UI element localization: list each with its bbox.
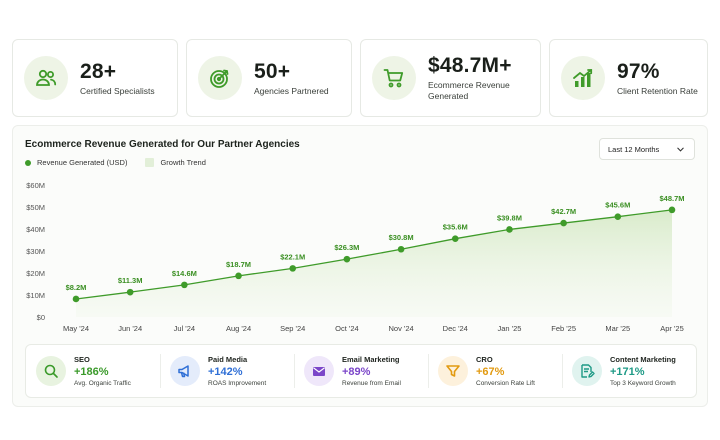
revenue-panel: Ecommerce Revenue Generated for Our Part… [12, 125, 708, 407]
channel-value: +67% [476, 366, 505, 378]
revenue-line-chart: $0 $10M $20M $30M $40M $50M $60M $8.2M May '24 $1… [26, 181, 684, 333]
channel-value: +89% [342, 366, 371, 378]
stat-value: $48.7M+ [428, 54, 512, 77]
x-tick-label: Oct '24 [335, 324, 359, 333]
channel-card-seo: SEO +186% Avg. Organic Traffic [26, 345, 160, 397]
data-label: $26.3M [334, 243, 359, 252]
data-point [397, 245, 405, 253]
data-label: $22.1M [280, 252, 305, 261]
legend-area-swatch [145, 158, 155, 167]
data-label: $8.2M [66, 283, 87, 292]
x-tick-label: Sep '24 [280, 324, 305, 333]
data-point [72, 295, 80, 303]
target-icon [198, 56, 242, 100]
data-point [506, 226, 513, 233]
x-tick-label: Mar '25 [605, 324, 630, 333]
stat-label: Client Retention Rate [617, 85, 698, 96]
x-tick-label: Apr '25 [660, 324, 684, 333]
stat-value: 97% [617, 59, 660, 83]
channel-desc: ROAS Improvement [208, 380, 267, 387]
data-label: $35.6M [443, 223, 468, 232]
legend-line-swatch [25, 159, 31, 166]
period-dropdown-value: Last 12 Months [608, 144, 660, 154]
y-tick-label: $20M [26, 269, 45, 278]
megaphone-icon [170, 356, 200, 386]
y-tick-label: $50M [26, 203, 45, 212]
x-tick-label: Nov '24 [388, 324, 413, 333]
data-point [343, 255, 351, 263]
cart-icon [372, 56, 416, 100]
data-label: $39.8M [497, 213, 522, 222]
growth-chart-icon [561, 56, 605, 100]
funnel-icon [438, 356, 468, 386]
channel-card-cro: CRO +67% Conversion Rate Lift [428, 345, 562, 397]
panel-title: Ecommerce Revenue Generated for Our Part… [25, 139, 300, 150]
stat-card-specialists: 28+ Certified Specialists [12, 39, 178, 117]
data-label: $11.3M [118, 276, 143, 285]
channel-name: CRO [476, 355, 493, 364]
x-tick-label: Feb '25 [551, 324, 576, 333]
document-edit-icon [572, 356, 602, 386]
y-tick-label: $0 [37, 313, 45, 322]
channel-card-email: Email Marketing +89% Revenue from Email [294, 345, 428, 397]
chevron-down-icon [677, 147, 684, 152]
x-tick-label: Jan '25 [497, 324, 521, 333]
y-tick-label: $30M [26, 247, 45, 256]
stat-card-agencies: 50+ Agencies Partnered [186, 39, 352, 117]
data-label: $30.8M [389, 233, 414, 242]
channel-desc: Avg. Organic Traffic [74, 380, 131, 387]
data-point [451, 235, 459, 242]
stats-row: 28+ Certified Specialists 50+ Agencies P… [12, 39, 708, 117]
data-label: $48.7M [659, 194, 684, 203]
data-point [181, 281, 188, 289]
y-tick-label: $60M [26, 181, 45, 190]
legend-area-label: Growth Trend [160, 158, 206, 167]
channel-card-paid-media: Paid Media +142% ROAS Improvement [160, 345, 294, 397]
growth-trend-area [76, 209, 672, 317]
x-tick-label: May '24 [63, 324, 89, 333]
period-dropdown[interactable]: Last 12 Months [599, 138, 695, 160]
data-point [668, 206, 676, 214]
channel-name: Paid Media [208, 355, 248, 364]
stat-label: Agencies Partnered [254, 85, 329, 96]
search-icon [36, 356, 66, 386]
x-tick-label: Dec '24 [443, 324, 468, 333]
data-point [235, 272, 242, 280]
envelope-icon [304, 356, 334, 386]
stat-value: 50+ [254, 59, 291, 83]
channel-name: Content Marketing [610, 355, 676, 364]
y-tick-label: $40M [26, 225, 45, 234]
legend-line-label: Revenue Generated (USD) [37, 158, 128, 167]
channel-value: +142% [208, 366, 243, 378]
channel-name: SEO [74, 355, 90, 364]
x-tick-label: Jun '24 [118, 324, 142, 333]
stat-label: Certified Specialists [80, 85, 155, 96]
channel-desc: Top 3 Keyword Growth [610, 380, 676, 387]
data-label: $18.7M [226, 260, 251, 269]
revenue-line [75, 209, 673, 300]
data-label: $45.6M [605, 201, 630, 210]
data-label: $14.6M [172, 269, 197, 278]
channel-name: Email Marketing [342, 355, 400, 364]
stat-card-retention: 97% Client Retention Rate [549, 39, 708, 117]
data-point [126, 288, 134, 296]
stat-value: 28+ [80, 59, 117, 83]
channel-desc: Revenue from Email [342, 380, 401, 387]
stat-label: Ecommerce Revenue Generated [428, 80, 510, 101]
x-tick-label: Aug '24 [226, 324, 251, 333]
channel-value: +186% [74, 366, 109, 378]
channel-metrics-row: SEO +186% Avg. Organic Traffic Paid Medi… [25, 344, 697, 398]
data-point [560, 219, 567, 227]
stat-card-revenue: $48.7M+ Ecommerce Revenue Generated [360, 39, 541, 117]
channel-value: +171% [610, 366, 645, 378]
x-tick-label: Jul '24 [174, 324, 195, 333]
channel-desc: Conversion Rate Lift [476, 380, 535, 387]
data-point [614, 213, 622, 220]
data-label: $42.7M [551, 207, 576, 216]
people-icon [24, 56, 68, 100]
channel-card-content: Content Marketing +171% Top 3 Keyword Gr… [562, 345, 696, 397]
y-tick-label: $10M [26, 291, 45, 300]
chart-legend: Revenue Generated (USD) Growth Trend [25, 158, 206, 167]
data-point [289, 265, 297, 272]
